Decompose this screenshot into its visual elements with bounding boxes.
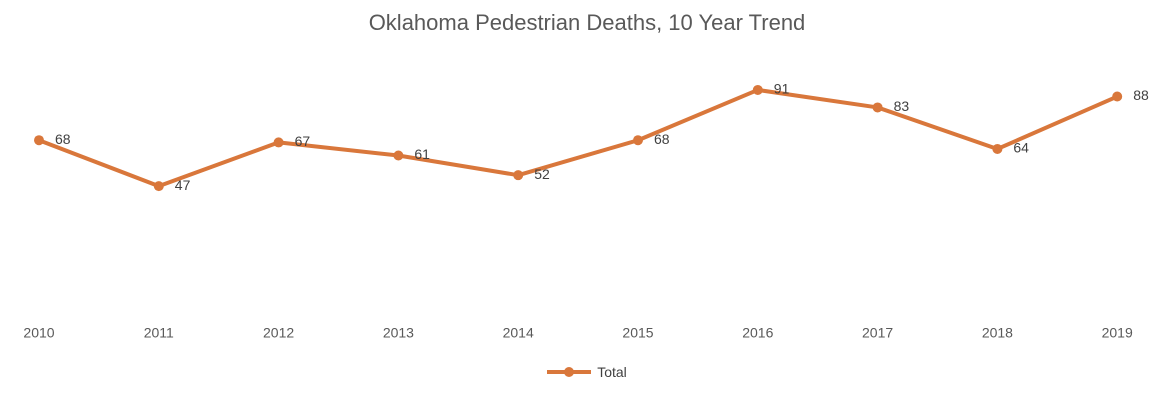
data-label: 68 [55,131,71,147]
data-point [393,150,404,161]
x-tick-label: 2015 [622,325,653,341]
legend-label: Total [597,364,627,380]
x-tick-label: 2018 [982,325,1013,341]
data-label: 68 [654,131,670,147]
data-label: 61 [414,146,430,162]
data-point [633,135,643,146]
data-label: 67 [295,133,311,149]
x-tick-label: 2010 [23,325,54,341]
data-point [1112,91,1123,102]
data-label: 52 [534,166,550,182]
data-label: 88 [1133,87,1149,103]
data-point [872,102,883,113]
x-tick-label: 2017 [862,325,893,341]
data-point [513,170,524,181]
legend-marker-icon [547,367,592,377]
data-label: 83 [894,98,910,114]
x-tick-label: 2011 [144,325,174,341]
data-point [153,181,164,192]
legend[interactable]: Total [0,364,1174,380]
x-tick-label: 2019 [1102,325,1133,341]
x-tick-label: 2014 [503,325,534,341]
data-label: 47 [175,177,191,193]
data-point [34,135,44,146]
x-tick-label: 2016 [742,325,773,341]
data-point [992,143,1003,154]
data-label: 64 [1013,140,1029,156]
data-point [273,137,284,148]
data-point [752,84,763,95]
chart-title: Oklahoma Pedestrian Deaths, 10 Year Tren… [368,10,806,35]
data-label: 91 [774,81,790,97]
x-tick-label: 2013 [383,325,414,341]
x-tick-label: 2012 [263,325,294,341]
series-line-total [37,87,1120,189]
